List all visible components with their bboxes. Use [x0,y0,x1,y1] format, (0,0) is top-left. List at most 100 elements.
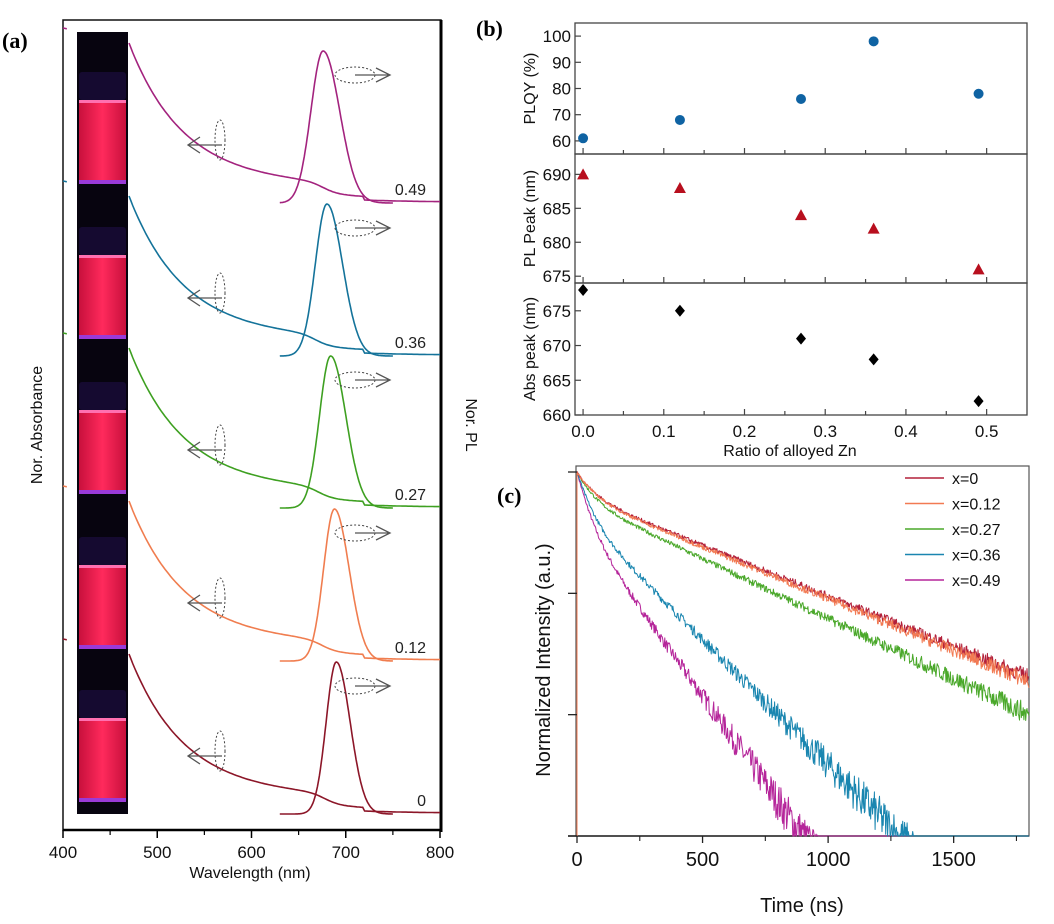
subplot-ylabel: Abs peak (nm) [522,297,539,401]
vial-meniscus [79,718,126,721]
vial-bottom-glow [79,335,126,339]
right-arrow-annotation [334,371,392,389]
x-tick-label: 0.5 [975,422,999,441]
x-tick-label: 0.1 [652,422,676,441]
data-point-circle [868,36,879,47]
data-point-triangle [577,168,590,180]
subplot-ylabel: PLQY (%) [522,53,539,125]
x-tick-label: 0.2 [733,422,757,441]
panel-b-xlabel: Ratio of alloyed Zn [723,443,856,460]
panel-b-label: (b) [476,16,503,41]
right-arrow-annotation [334,524,392,542]
panel-c: (c) 0 500 1000 1500 x=0x=0.12x=0.27x=0.36x=… [497,465,1030,917]
spectrum-0.12: 0.12 [62,485,440,662]
panel-a: (a) 0.49 0.36 0.27 0.12 0 400 500 600 700 800 Wa… [2,19,479,882]
panel-b-x-tick-labels: 0.0 0.1 0.2 0.3 0.4 0.5 [571,422,998,441]
x-tick-label: 800 [426,843,454,862]
data-point-diamond [796,332,806,345]
left-arrow-icon [186,747,222,765]
x-tick-label: 600 [237,843,265,862]
left-arrow-annotation [186,577,226,619]
y-tick-label: 690 [543,165,571,184]
data-point-triangle [972,263,985,275]
legend-item: x=0.36 [905,548,1001,565]
decay-curve-x=0.27 [576,471,1030,836]
vial-cap-region [79,690,126,718]
data-point-diamond [868,353,879,366]
panel-c-label: (c) [497,483,521,508]
legend-item: x=0.49 [905,573,1001,590]
x-tick-label: 1500 [931,849,976,871]
x-tick-label: 700 [332,843,360,862]
dashed-ellipse [214,272,226,314]
legend-item: x=0 [905,471,978,488]
pl-curve [279,355,393,509]
data-point-triangle [673,181,686,193]
y-tick-label: 90 [552,53,571,72]
panel-a-xlabel: Wavelength (nm) [189,865,310,882]
right-arrow-annotation [334,66,392,84]
vial-liquid [79,255,126,337]
legend-label: x=0 [952,471,978,488]
right-arrow-annotation [334,219,392,237]
x-tick-label: 500 [143,843,171,862]
vial-meniscus [79,565,126,568]
panel-a-curves: 0.49 0.36 0.27 0.12 0 [62,27,440,815]
vial-meniscus [79,410,126,413]
data-point-circle [674,114,685,125]
data-point-triangle [795,209,807,221]
left-arrow-icon [186,594,222,612]
data-point-circle [578,133,589,144]
left-arrow-icon [186,441,222,459]
vial-photo-strip [77,32,128,814]
x-tick-label: 500 [686,849,719,871]
vial-meniscus [79,255,126,258]
left-arrow-icon [186,136,222,154]
pl-curve [279,50,393,204]
legend-label: x=0.27 [952,522,1001,539]
panel-a-ylabel-right: Nor. PL [462,398,479,451]
legend-label: x=0.36 [952,548,1001,565]
x-tick-label: 0.4 [894,422,918,441]
left-arrow-annotation [186,272,226,314]
vial-cap-region [79,382,126,410]
vial-cap-region [79,537,126,565]
y-tick-label: 70 [552,106,571,125]
composition-label: 0 [417,793,426,810]
right-arrow-icon [355,372,392,388]
y-tick-label: 100 [543,27,571,46]
composition-label: 0.36 [395,335,426,352]
spectrum-0.36: 0.36 [62,180,440,357]
x-tick-label: 1000 [806,849,851,871]
absorbance-curve [62,485,440,661]
right-arrow-icon [355,678,392,694]
subplot-ylabel: PL Peak (nm) [522,170,539,267]
absorbance-curve [62,180,440,356]
legend-item: x=0.12 [905,497,1001,514]
x-tick-label: 0.0 [571,422,595,441]
y-tick-label: 675 [543,267,571,286]
right-arrow-annotation [334,677,392,695]
dashed-ellipse [214,424,226,466]
right-arrow-icon [355,220,392,236]
y-tick-label: 60 [552,132,571,151]
legend-label: x=0.49 [952,573,1001,590]
composition-label: 0.49 [395,182,426,199]
data-point-diamond [674,304,685,317]
subplot-frame [574,282,1028,416]
y-tick-label: 660 [543,406,571,425]
y-tick-label: 675 [543,302,571,321]
composition-label: 0.12 [395,640,426,657]
legend-item: x=0.27 [905,522,1001,539]
dashed-ellipse [214,577,226,619]
dashed-ellipse [214,730,226,772]
panel-c-xlabel: Time (ns) [760,895,844,917]
panel-a-x-ticks: 400 500 600 700 800 [49,830,454,862]
y-tick-label: 685 [543,199,571,218]
pl-curve [279,661,393,815]
pl-curve [279,203,393,357]
data-point-circle [973,88,984,99]
